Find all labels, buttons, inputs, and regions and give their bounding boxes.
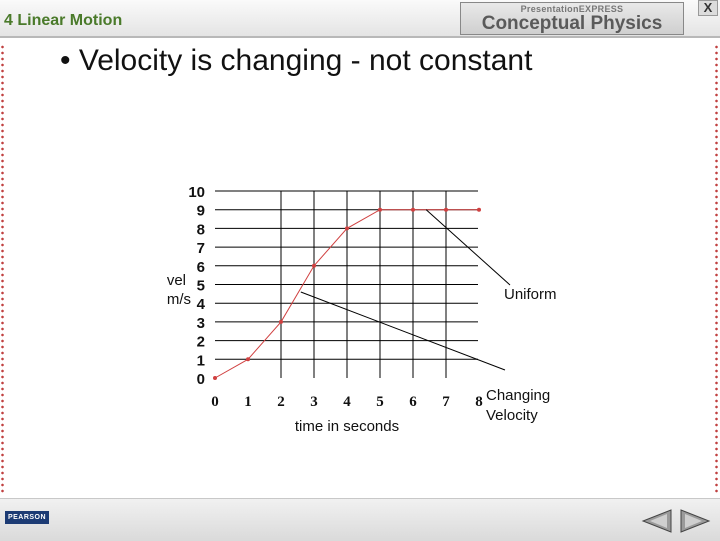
prev-slide-button[interactable] — [641, 509, 673, 533]
data-point — [246, 357, 250, 362]
next-slide-button[interactable] — [679, 509, 711, 533]
x-tick-label: 6 — [409, 394, 417, 410]
y-tick-label: 8 — [197, 221, 205, 238]
y-tick-label: 7 — [197, 240, 205, 257]
annotation-changing-line1: Changing — [486, 387, 550, 404]
y-tick-label: 1 — [197, 352, 205, 369]
data-point — [213, 376, 217, 380]
data-point — [312, 263, 316, 268]
data-point — [444, 207, 448, 212]
y-tick-label: 6 — [197, 259, 205, 276]
brand-logo: PresentationEXPRESS Conceptual Physics — [460, 2, 684, 35]
x-tick-label: 1 — [244, 394, 252, 410]
annotation-uniform: Uniform — [504, 286, 557, 303]
x-tick-label: 2 — [277, 394, 285, 410]
y-tick-label: 0 — [197, 371, 205, 388]
x-tick-label: 4 — [343, 394, 351, 410]
slide-header: 4 Linear Motion PresentationEXPRESS Conc… — [0, 0, 720, 38]
close-button[interactable]: X — [698, 0, 718, 16]
pearson-logo: PEARSON — [5, 511, 49, 524]
y-tick-label: 10 — [188, 184, 205, 201]
data-point — [345, 226, 349, 231]
data-point — [477, 207, 481, 212]
slide-bullet: • Velocity is changing - not constant — [60, 44, 533, 77]
brand-main-text: Conceptual Physics — [481, 13, 663, 34]
data-point — [378, 207, 382, 212]
x-tick-label: 7 — [442, 394, 450, 410]
slide-footer: PEARSON — [0, 498, 720, 541]
y-tick-label: 9 — [197, 203, 205, 220]
left-dotted-border — [1, 44, 4, 494]
x-tick-label: 3 — [310, 394, 318, 410]
annotation-changing-line2: Velocity — [486, 407, 538, 424]
brand-small-text: PresentationEXPRESS — [520, 4, 624, 14]
x-tick-label: 8 — [475, 394, 483, 410]
y-tick-label: 3 — [197, 315, 205, 332]
data-point — [279, 319, 283, 324]
y-tick-label: 4 — [197, 296, 206, 313]
y-tick-label: 5 — [197, 278, 205, 295]
chapter-title: 4 Linear Motion — [4, 12, 123, 29]
annotation-pointer-uniform — [425, 209, 511, 286]
x-tick-label: 5 — [376, 394, 384, 410]
y-axis-label-line2: m/s — [167, 291, 191, 308]
annotation-pointer-changing — [300, 291, 506, 371]
next-triangle-icon — [680, 509, 711, 533]
prev-triangle-icon — [641, 509, 672, 533]
data-point — [411, 207, 415, 212]
right-dotted-border — [715, 44, 718, 494]
x-axis-label: time in seconds — [295, 418, 399, 435]
y-tick-label: 2 — [197, 334, 205, 351]
y-axis-label-line1: vel — [167, 272, 186, 289]
x-tick-label: 0 — [211, 394, 219, 410]
